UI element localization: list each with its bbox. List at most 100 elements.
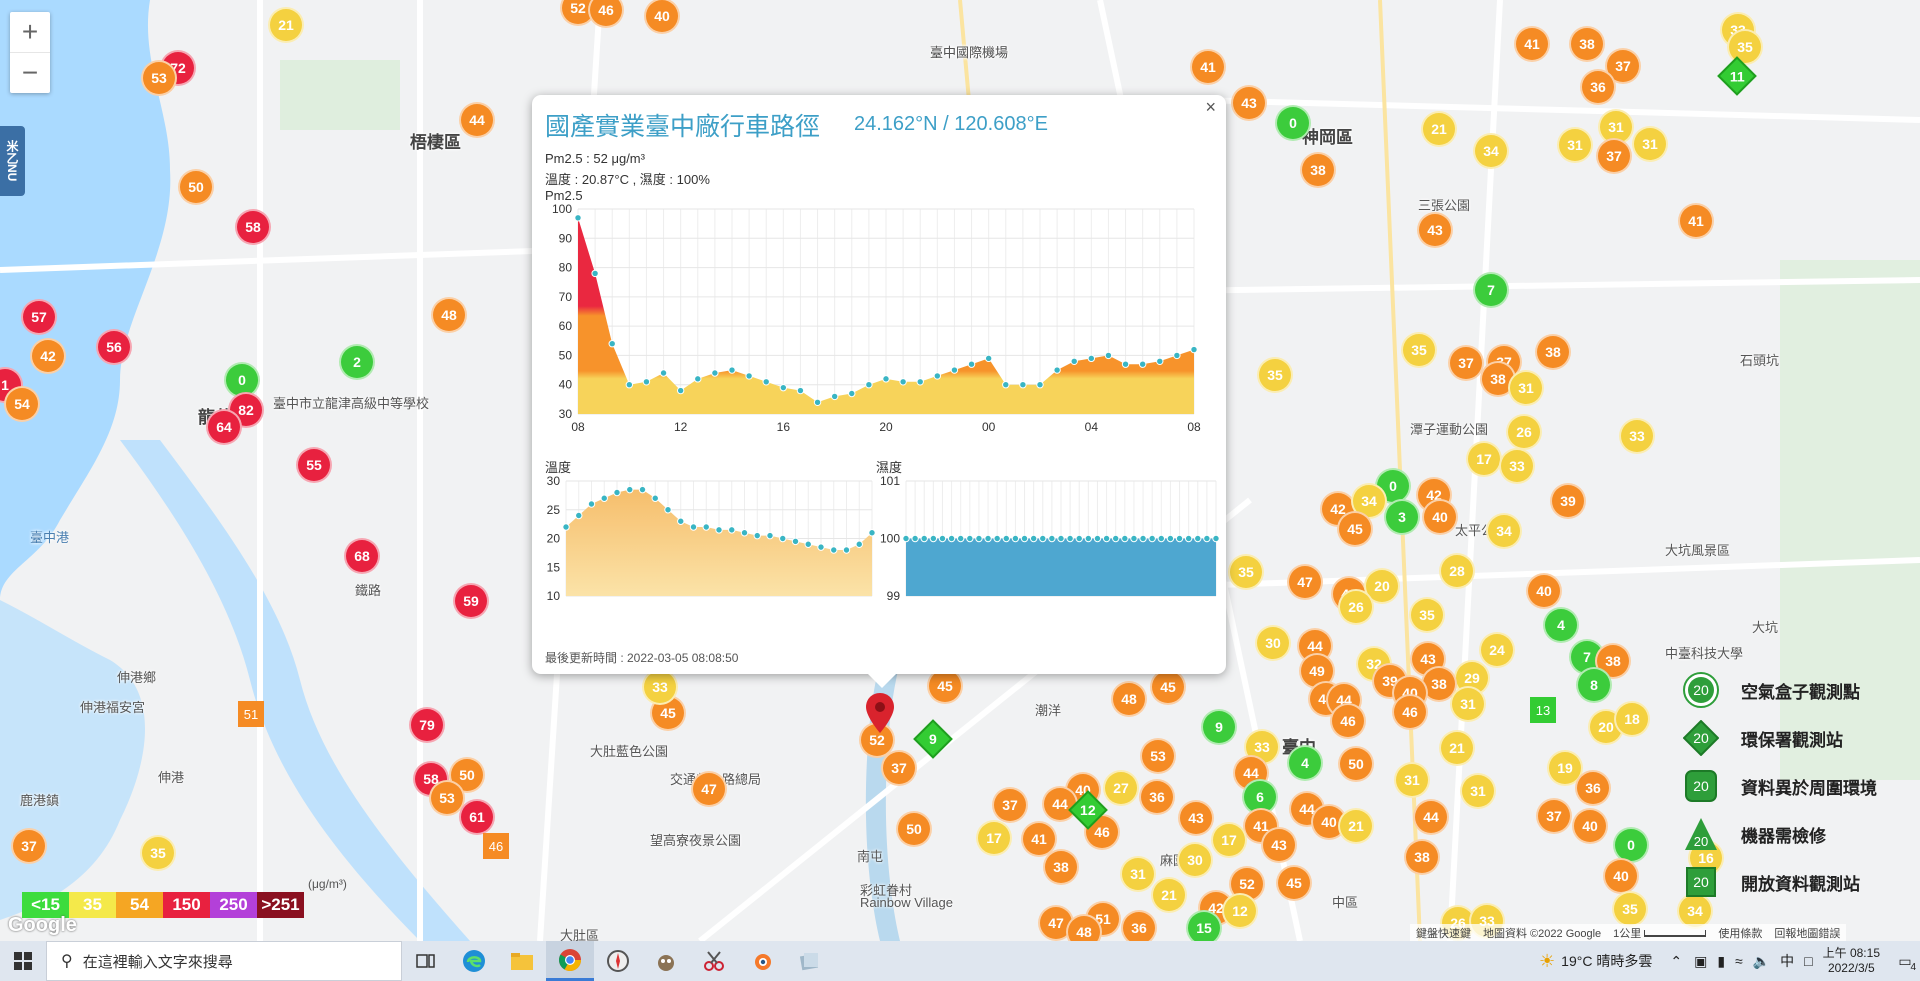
airbox-marker[interactable]: 31: [1120, 856, 1156, 892]
airbox-marker[interactable]: 39: [1550, 483, 1586, 519]
airbox-marker[interactable]: 50: [178, 169, 214, 205]
airbox-marker[interactable]: 48: [1066, 914, 1102, 941]
task-view-icon[interactable]: [402, 941, 450, 981]
airbox-marker[interactable]: 33: [642, 669, 678, 705]
taskbar-search[interactable]: ⚲ 在這裡輸入文字來搜尋: [46, 941, 402, 981]
airbox-marker[interactable]: 58: [413, 761, 449, 797]
airbox-marker[interactable]: 36: [1575, 770, 1611, 806]
windows-start-button[interactable]: [0, 941, 46, 981]
report-error-link[interactable]: 回報地圖錯誤: [1774, 927, 1841, 940]
airbox-marker[interactable]: 27: [1103, 770, 1139, 806]
file-explorer-icon[interactable]: [498, 941, 546, 981]
airbox-marker[interactable]: 37: [1536, 798, 1572, 834]
airbox-marker[interactable]: 35: [1727, 29, 1763, 65]
airbox-marker[interactable]: 31: [1394, 762, 1430, 798]
airbox-marker[interactable]: 49: [1299, 653, 1335, 689]
airbox-marker[interactable]: 35: [1409, 597, 1445, 633]
chevron-up-icon[interactable]: ⌃: [1670, 952, 1683, 969]
airbox-marker[interactable]: 46: [1392, 694, 1428, 730]
airbox-marker[interactable]: 9: [1201, 709, 1237, 745]
airbox-marker[interactable]: 46: [1330, 703, 1366, 739]
gimp-icon[interactable]: [642, 941, 690, 981]
airbox-marker[interactable]: 50: [1338, 746, 1374, 782]
airbox-marker[interactable]: 40: [1572, 808, 1608, 844]
airbox-marker[interactable]: 45: [927, 668, 963, 704]
airbox-marker[interactable]: 82: [228, 392, 264, 428]
airbox-marker[interactable]: 33: [1499, 448, 1535, 484]
airbox-marker[interactable]: 38: [1300, 152, 1336, 188]
airbox-marker[interactable]: 0: [1275, 105, 1311, 141]
airbox-marker[interactable]: 17: [1211, 822, 1247, 858]
airbox-marker[interactable]: 43: [1417, 212, 1453, 248]
airbox-marker[interactable]: 17: [976, 820, 1012, 856]
airbox-marker[interactable]: 35: [140, 835, 176, 871]
network-icon[interactable]: ▣: [1694, 952, 1708, 969]
airbox-marker[interactable]: 31: [1460, 773, 1496, 809]
airbox-marker[interactable]: 35: [1401, 332, 1437, 368]
volume-icon[interactable]: 🔈: [1752, 952, 1771, 969]
airbox-marker[interactable]: 47: [691, 771, 727, 807]
airbox-marker[interactable]: 12: [1222, 893, 1258, 929]
airbox-marker[interactable]: 56: [96, 329, 132, 365]
airbox-marker[interactable]: 55: [296, 447, 332, 483]
open-data-station-marker[interactable]: 51: [238, 701, 264, 727]
airbox-marker[interactable]: 43: [1178, 800, 1214, 836]
airbox-marker[interactable]: 44: [459, 102, 495, 138]
airbox-marker[interactable]: 0: [1613, 827, 1649, 863]
airbox-marker[interactable]: 33: [1619, 418, 1655, 454]
airbox-marker[interactable]: 38: [1404, 839, 1440, 875]
airbox-marker[interactable]: 46: [588, 0, 624, 28]
airbox-marker[interactable]: 18: [1614, 701, 1650, 737]
map[interactable]: 臺中國際機場梧棲區神岡區龍井區伸港鄉伸港大肚區南屯臺中中區潭子運動公園三張公園太…: [0, 0, 1920, 941]
blender-icon[interactable]: [738, 941, 786, 981]
keyboard-shortcuts-link[interactable]: 鍵盤快速鍵: [1416, 927, 1471, 940]
airbox-marker[interactable]: 45: [1276, 865, 1312, 901]
files-app-icon[interactable]: [786, 941, 834, 981]
airbox-marker[interactable]: 38: [1043, 849, 1079, 885]
airbox-marker[interactable]: 30: [1177, 842, 1213, 878]
airbox-marker[interactable]: 64: [206, 409, 242, 445]
airbox-marker[interactable]: 3: [1384, 499, 1420, 535]
airbox-marker[interactable]: 21: [1421, 111, 1457, 147]
chrome-icon[interactable]: [546, 941, 594, 981]
airbox-marker[interactable]: 40: [1526, 573, 1562, 609]
airbox-marker[interactable]: 42: [30, 338, 66, 374]
input-mode-icon[interactable]: □: [1804, 953, 1813, 969]
airbox-marker[interactable]: 43: [1231, 85, 1267, 121]
airbox-marker[interactable]: 28: [1439, 553, 1475, 589]
airbox-marker[interactable]: 44: [1413, 799, 1449, 835]
airbox-marker[interactable]: 38: [1535, 334, 1571, 370]
airbox-marker[interactable]: 8: [1576, 667, 1612, 703]
airbox-marker[interactable]: 31: [1632, 126, 1668, 162]
airbox-marker[interactable]: 40: [1422, 499, 1458, 535]
airbox-marker[interactable]: 24: [1479, 632, 1515, 668]
open-data-station-marker[interactable]: 46: [483, 833, 509, 859]
airbox-marker[interactable]: 43: [1261, 827, 1297, 863]
airbox-marker[interactable]: 26: [1506, 414, 1542, 450]
airbox-marker[interactable]: 21: [268, 7, 304, 43]
battery-icon[interactable]: ▮: [1717, 952, 1726, 969]
airbox-marker[interactable]: 31: [1450, 686, 1486, 722]
airbox-marker[interactable]: 57: [21, 299, 57, 335]
open-data-station-marker[interactable]: 13: [1530, 697, 1556, 723]
airbox-marker[interactable]: 2: [339, 344, 375, 380]
airbox-marker[interactable]: 44: [1042, 786, 1078, 822]
airbox-marker[interactable]: 4: [1543, 607, 1579, 643]
airbox-marker[interactable]: 21: [1151, 877, 1187, 913]
airbox-marker[interactable]: 21: [1338, 808, 1374, 844]
airbox-marker[interactable]: 15: [1186, 910, 1222, 941]
airbox-marker[interactable]: 34: [1486, 513, 1522, 549]
airbox-marker[interactable]: 41: [1514, 26, 1550, 62]
airbox-marker[interactable]: 45: [1150, 669, 1186, 705]
side-panel-tab[interactable]: 米乙NU: [0, 126, 25, 196]
airbox-marker[interactable]: 35: [1257, 357, 1293, 393]
airbox-marker[interactable]: 35: [1612, 891, 1648, 927]
airbox-marker[interactable]: 40: [1603, 858, 1639, 894]
airbox-marker[interactable]: 61: [459, 799, 495, 835]
airbox-marker[interactable]: 41: [1190, 49, 1226, 85]
notification-icon[interactable]: ▭ 4: [1898, 952, 1916, 974]
airbox-marker[interactable]: 50: [896, 811, 932, 847]
airbox-marker[interactable]: 68: [344, 538, 380, 574]
airbox-marker[interactable]: 37: [881, 750, 917, 786]
airbox-marker[interactable]: 7: [1473, 272, 1509, 308]
